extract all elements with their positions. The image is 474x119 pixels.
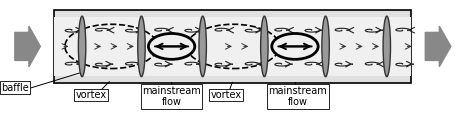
Ellipse shape xyxy=(78,16,86,77)
Ellipse shape xyxy=(261,16,268,77)
Text: baffle: baffle xyxy=(1,83,29,93)
Text: mainstream
flow: mainstream flow xyxy=(268,85,327,107)
Bar xyxy=(54,10,411,83)
Text: vortex: vortex xyxy=(76,90,107,100)
Ellipse shape xyxy=(199,16,206,77)
Ellipse shape xyxy=(272,34,318,59)
Ellipse shape xyxy=(138,16,145,77)
FancyArrow shape xyxy=(15,26,40,67)
Ellipse shape xyxy=(148,34,195,59)
Bar xyxy=(54,17,411,76)
Text: vortex: vortex xyxy=(210,90,241,100)
Ellipse shape xyxy=(383,16,391,77)
Text: mainstream
flow: mainstream flow xyxy=(142,85,201,107)
Ellipse shape xyxy=(322,16,329,77)
FancyArrow shape xyxy=(425,26,451,67)
